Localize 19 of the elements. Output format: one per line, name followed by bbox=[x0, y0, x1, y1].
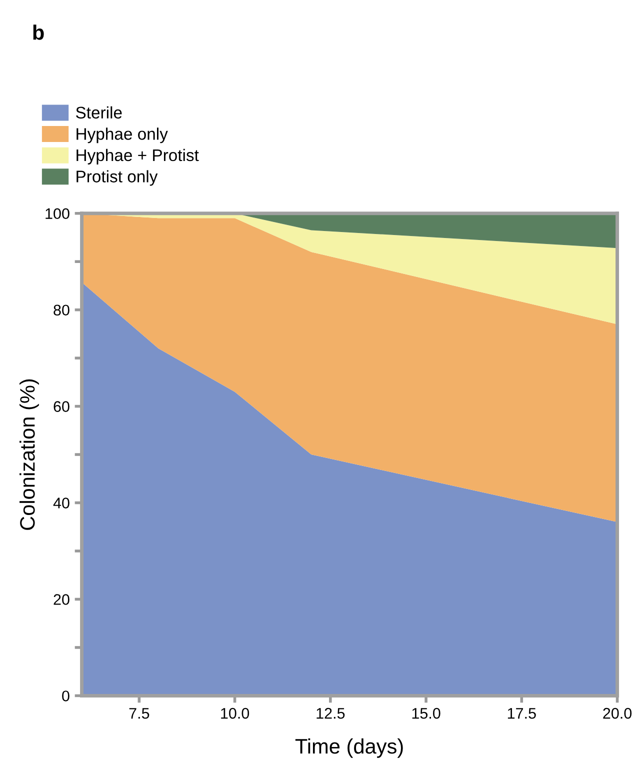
x-tick-label: 12.5 bbox=[316, 708, 345, 719]
x-axis-title: Time (days) bbox=[295, 738, 403, 758]
legend-label: Sterile bbox=[76, 106, 122, 119]
x-tick-label: 7.5 bbox=[129, 708, 150, 719]
x-tick-label: 17.5 bbox=[508, 708, 536, 719]
y-tick-label: 20 bbox=[54, 594, 70, 605]
y-tick-label: 100 bbox=[46, 208, 70, 220]
legend-label: Hyphae + Protist bbox=[76, 148, 199, 164]
chart-title: b bbox=[33, 24, 44, 40]
legend-label: Hyphae only bbox=[76, 128, 168, 144]
x-tick-label: 10.0 bbox=[221, 708, 250, 719]
x-tick-label: 20.0 bbox=[603, 708, 632, 719]
legend-label: Protist only bbox=[76, 170, 158, 186]
y-tick-label: 80 bbox=[54, 304, 70, 316]
y-tick-label: 60 bbox=[54, 401, 70, 412]
x-tick-label: 15.0 bbox=[412, 708, 440, 719]
y-tick-label: 0 bbox=[62, 690, 70, 702]
y-tick-label: 40 bbox=[53, 498, 70, 508]
y-axis-title: Colonization (%) bbox=[20, 379, 39, 530]
